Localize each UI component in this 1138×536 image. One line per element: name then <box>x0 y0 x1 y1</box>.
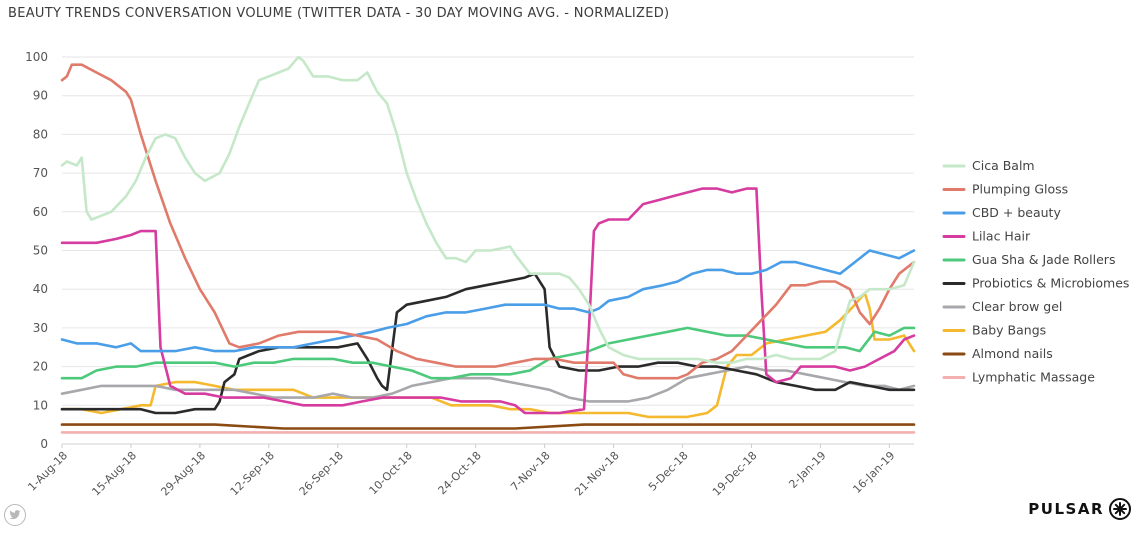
brand-name: PULSAR <box>1028 500 1104 518</box>
y-tick-label: 30 <box>33 321 48 335</box>
y-tick-label: 20 <box>33 360 48 374</box>
x-tick-label: 10-Oct-18 <box>367 449 415 497</box>
x-tick-label: 2-Jan-19 <box>786 449 828 491</box>
x-tick-label: 12-Sep-18 <box>228 449 277 498</box>
y-tick-label: 70 <box>33 166 48 180</box>
series-line-plumping-gloss <box>60 63 916 380</box>
x-tick-label: 15-Aug-18 <box>89 449 139 499</box>
legend-label-lilac-hair: Lilac Hair <box>972 229 1031 244</box>
pulsar-star-icon <box>1109 498 1131 520</box>
legend-label-clear-brow-gel: Clear brow gel <box>972 299 1062 314</box>
legend-label-almond-nails: Almond nails <box>972 346 1053 361</box>
series-line-probiotics-microbiomes <box>60 272 916 415</box>
legend-label-gua-sha-jade-rollers: Gua Sha & Jade Rollers <box>972 252 1115 267</box>
x-tick-label: 24-Oct-18 <box>436 449 484 497</box>
y-tick-label: 50 <box>33 244 48 258</box>
series-line-almond-nails <box>60 423 916 430</box>
y-tick-label: 60 <box>33 205 48 219</box>
chart-title: BEAUTY TRENDS CONVERSATION VOLUME (TWITT… <box>8 6 670 21</box>
legend-label-plumping-gloss: Plumping Gloss <box>972 182 1068 197</box>
x-tick-label: 16-Jan-19 <box>850 449 897 496</box>
twitter-bird-icon <box>4 504 26 526</box>
y-tick-label: 10 <box>33 398 48 412</box>
x-tick-label: 21-Nov-18 <box>572 449 622 499</box>
x-tick-label: 19-Dec-18 <box>710 449 760 499</box>
series-line-clear-brow-gel <box>60 365 916 403</box>
legend-label-baby-bangs: Baby Bangs <box>972 323 1046 338</box>
legend-label-cbd-beauty: CBD + beauty <box>972 205 1061 220</box>
legend-label-probiotics-microbiomes: Probiotics & Microbiomes <box>972 276 1129 291</box>
series-line-gua-sha-jade-rollers <box>60 326 916 380</box>
y-tick-label: 40 <box>33 282 48 296</box>
x-tick-label: 26-Sep-18 <box>297 449 346 498</box>
series-line-baby-bangs <box>60 291 916 419</box>
series-line-lilac-hair <box>60 187 916 415</box>
series-line-cbd-beauty <box>60 249 916 353</box>
y-tick-label: 90 <box>33 89 48 103</box>
legend-label-cica-balm: Cica Balm <box>972 158 1035 173</box>
y-tick-label: 0 <box>40 437 48 451</box>
brand-logo: PULSAR <box>1028 497 1132 521</box>
legend-label-lymphatic-massage: Lymphatic Massage <box>972 370 1095 385</box>
x-tick-label: 29-Aug-18 <box>158 449 208 499</box>
x-tick-label: 1-Aug-18 <box>25 449 70 494</box>
series-line-cica-balm <box>60 55 916 364</box>
y-tick-label: 100 <box>25 50 48 64</box>
x-tick-label: 7-Nov-18 <box>508 449 553 494</box>
y-tick-label: 80 <box>33 127 48 141</box>
x-tick-label: 5-Dec-18 <box>646 449 691 494</box>
